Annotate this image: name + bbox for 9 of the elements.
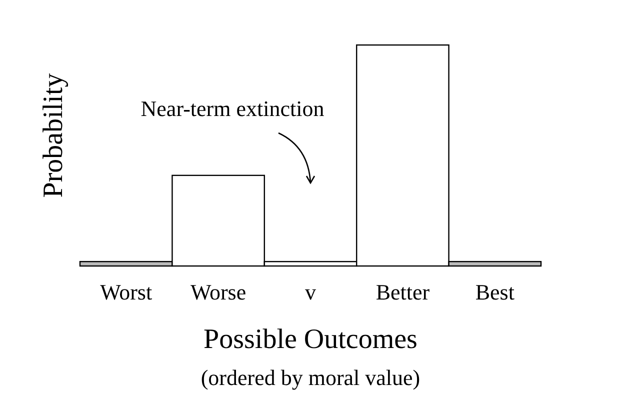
text: (ordered by moral value) bbox=[200, 365, 420, 390]
annotation: Near-term extinction bbox=[140, 96, 324, 121]
x-tick-label: v bbox=[305, 280, 316, 305]
y-axis-title: Probability bbox=[38, 73, 69, 198]
x-tick-label: Worst bbox=[100, 280, 152, 305]
x-axis-title: Possible Outcomes bbox=[204, 324, 418, 355]
x-tick-label: Worse bbox=[190, 280, 246, 305]
x-tick-label: Best bbox=[475, 280, 514, 305]
x-tick-label: Better bbox=[376, 280, 430, 305]
